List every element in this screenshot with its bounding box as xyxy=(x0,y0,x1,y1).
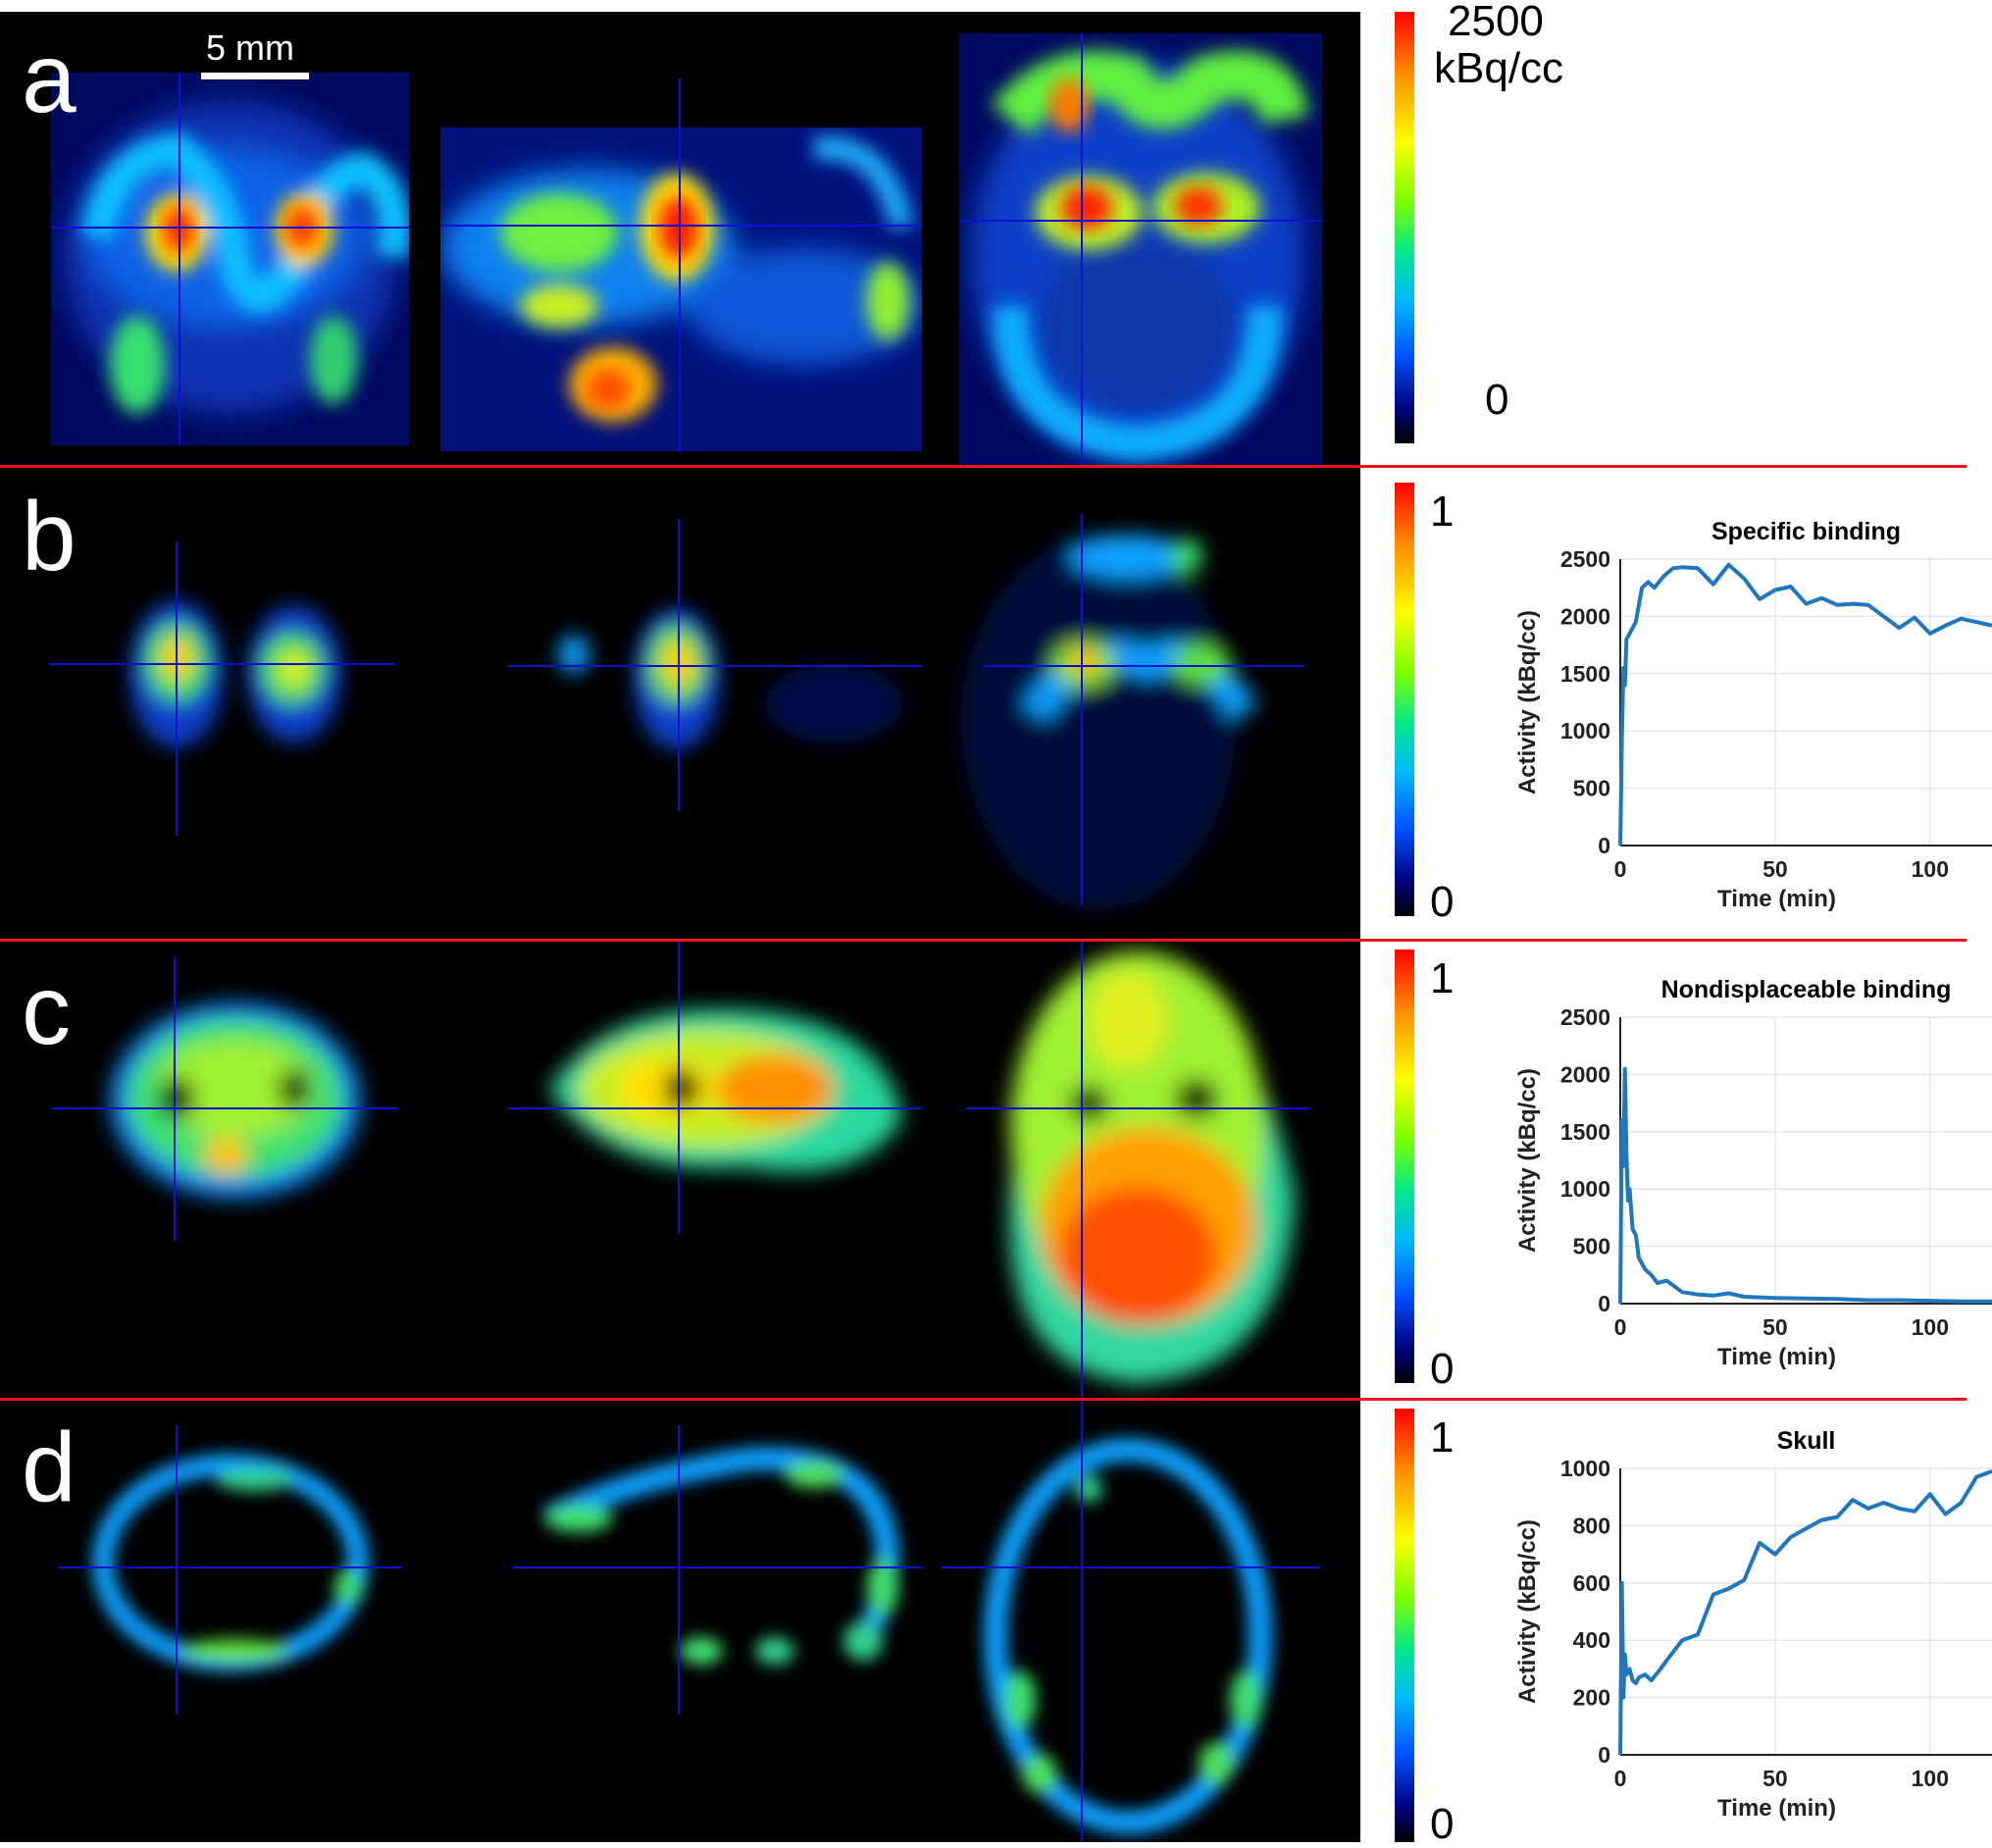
y-tick-label: 2500 xyxy=(1560,1004,1610,1030)
colorbar-b-max: 1 xyxy=(1430,488,1455,536)
y-axis-label: Activity (kBq/cc) xyxy=(1514,1519,1541,1704)
panel-c-pet-slices xyxy=(51,942,1309,1398)
x-tick-label: 0 xyxy=(1614,1314,1627,1340)
colorbar-a-unit: kBq/cc xyxy=(1434,44,1564,92)
colorbar-d-max: 1 xyxy=(1430,1413,1455,1462)
x-tick-label: 0 xyxy=(1614,856,1627,882)
panel-b-image: b xyxy=(0,468,1360,939)
x-tick-label: 100 xyxy=(1912,1314,1949,1340)
y-tick-label: 1000 xyxy=(1560,1176,1610,1202)
scale-bar xyxy=(201,73,309,79)
axial-slice-a xyxy=(959,33,1322,465)
colorbar-d xyxy=(1395,1409,1414,1842)
y-tick-label: 500 xyxy=(1573,1234,1610,1259)
panel-d-pet-slices xyxy=(59,1401,1319,1842)
colorbar-c-max: 1 xyxy=(1430,954,1455,1002)
coronal-slice-c xyxy=(110,1002,361,1199)
colorbar-d-min: 0 xyxy=(1430,1800,1455,1848)
panel-b-pet-slices xyxy=(49,514,1304,909)
panel-separator xyxy=(0,939,1966,942)
sagittal-slice-c xyxy=(549,1009,902,1172)
coronal-slice-d xyxy=(92,1454,369,1671)
crosshairs-d xyxy=(59,1401,1319,1842)
chart-title: Specific binding xyxy=(1711,518,1901,545)
x-axis-label: Time (min) xyxy=(1717,1344,1836,1370)
colorbar-a xyxy=(1395,12,1414,443)
y-tick-label: 200 xyxy=(1573,1685,1610,1711)
chart-skull: Skull 0 200 400 600 800 1000 0 50 100 Time (min) Ac… xyxy=(1514,1427,1992,1822)
crosshairs-c xyxy=(51,942,1309,1398)
y-tick-label: 400 xyxy=(1573,1627,1610,1653)
x-tick-label: 100 xyxy=(1912,1766,1949,1791)
y-tick-label: 2000 xyxy=(1560,603,1610,629)
x-tick-label: 100 xyxy=(1912,856,1949,882)
panel-separator xyxy=(0,465,1966,468)
chart-title: Skull xyxy=(1777,1427,1836,1455)
colorbar-b xyxy=(1395,483,1414,916)
y-axis-label: Activity (kBq/cc) xyxy=(1514,610,1541,795)
colorbar-a-min: 0 xyxy=(1485,376,1509,424)
y-tick-label: 1000 xyxy=(1560,718,1610,744)
x-axis-label: Time (min) xyxy=(1717,886,1836,912)
colorbar-b-min: 0 xyxy=(1430,878,1455,926)
crosshairs-b xyxy=(49,514,1304,904)
y-tick-label: 800 xyxy=(1573,1513,1610,1538)
panel-letter: b xyxy=(22,482,77,591)
x-tick-label: 50 xyxy=(1762,856,1788,882)
x-tick-label: 50 xyxy=(1762,1314,1788,1340)
series-line xyxy=(1618,562,1992,847)
y-tick-label: 0 xyxy=(1598,1291,1610,1316)
sagittal-slice-d xyxy=(543,1447,900,1665)
sagittal-slice-a xyxy=(440,128,922,451)
scale-bar-label: 5 mm xyxy=(206,27,294,68)
x-tick-label: 50 xyxy=(1762,1766,1788,1791)
axial-slice-d xyxy=(984,1438,1272,1834)
panel-d-image: d xyxy=(0,1401,1360,1842)
series-line xyxy=(1618,1066,1992,1305)
y-tick-label: 1500 xyxy=(1560,661,1610,687)
crosshairs-a xyxy=(51,33,1322,466)
axial-slice-b xyxy=(961,535,1258,909)
y-tick-label: 1500 xyxy=(1560,1119,1610,1145)
panel-a-pet-slices xyxy=(51,33,1322,466)
panel-c-image: c xyxy=(0,942,1360,1398)
y-tick-label: 2000 xyxy=(1560,1061,1610,1087)
y-tick-label: 500 xyxy=(1573,776,1610,801)
panel-letter: d xyxy=(22,1412,77,1522)
axial-slice-c xyxy=(1009,951,1295,1383)
x-tick-label: 0 xyxy=(1614,1766,1627,1791)
y-tick-label: 2500 xyxy=(1560,546,1610,572)
colorbar-c-min: 0 xyxy=(1430,1345,1455,1393)
panel-a-image: a 5 mm xyxy=(0,12,1360,466)
colorbar-c xyxy=(1395,950,1414,1383)
y-tick-label: 600 xyxy=(1573,1570,1610,1596)
panel-letter: c xyxy=(22,955,71,1065)
y-tick-label: 0 xyxy=(1598,833,1610,858)
series-line xyxy=(1618,1469,1992,1756)
y-tick-label: 1000 xyxy=(1560,1456,1610,1481)
panel-letter: a xyxy=(22,24,77,133)
panel-separator xyxy=(0,1398,1966,1401)
coronal-slice-a xyxy=(51,73,409,445)
chart-nondisplaceable-binding: Nondisplaceable binding05001000150020002… xyxy=(1514,976,1992,1370)
y-axis-label: Activity (kBq/cc) xyxy=(1514,1068,1541,1253)
colorbar-a-max: 2500 xyxy=(1448,0,1544,45)
sagittal-slice-b xyxy=(558,608,902,749)
y-tick-label: 0 xyxy=(1598,1742,1610,1768)
chart-specific-binding: Specific binding 0 500 1000 1500 2000 2500 0 50 1… xyxy=(1514,518,1992,912)
coronal-slice-b xyxy=(129,600,341,747)
x-axis-label: Time (min) xyxy=(1717,1795,1836,1822)
chart-title: Nondisplaceable binding xyxy=(1661,976,1952,1003)
